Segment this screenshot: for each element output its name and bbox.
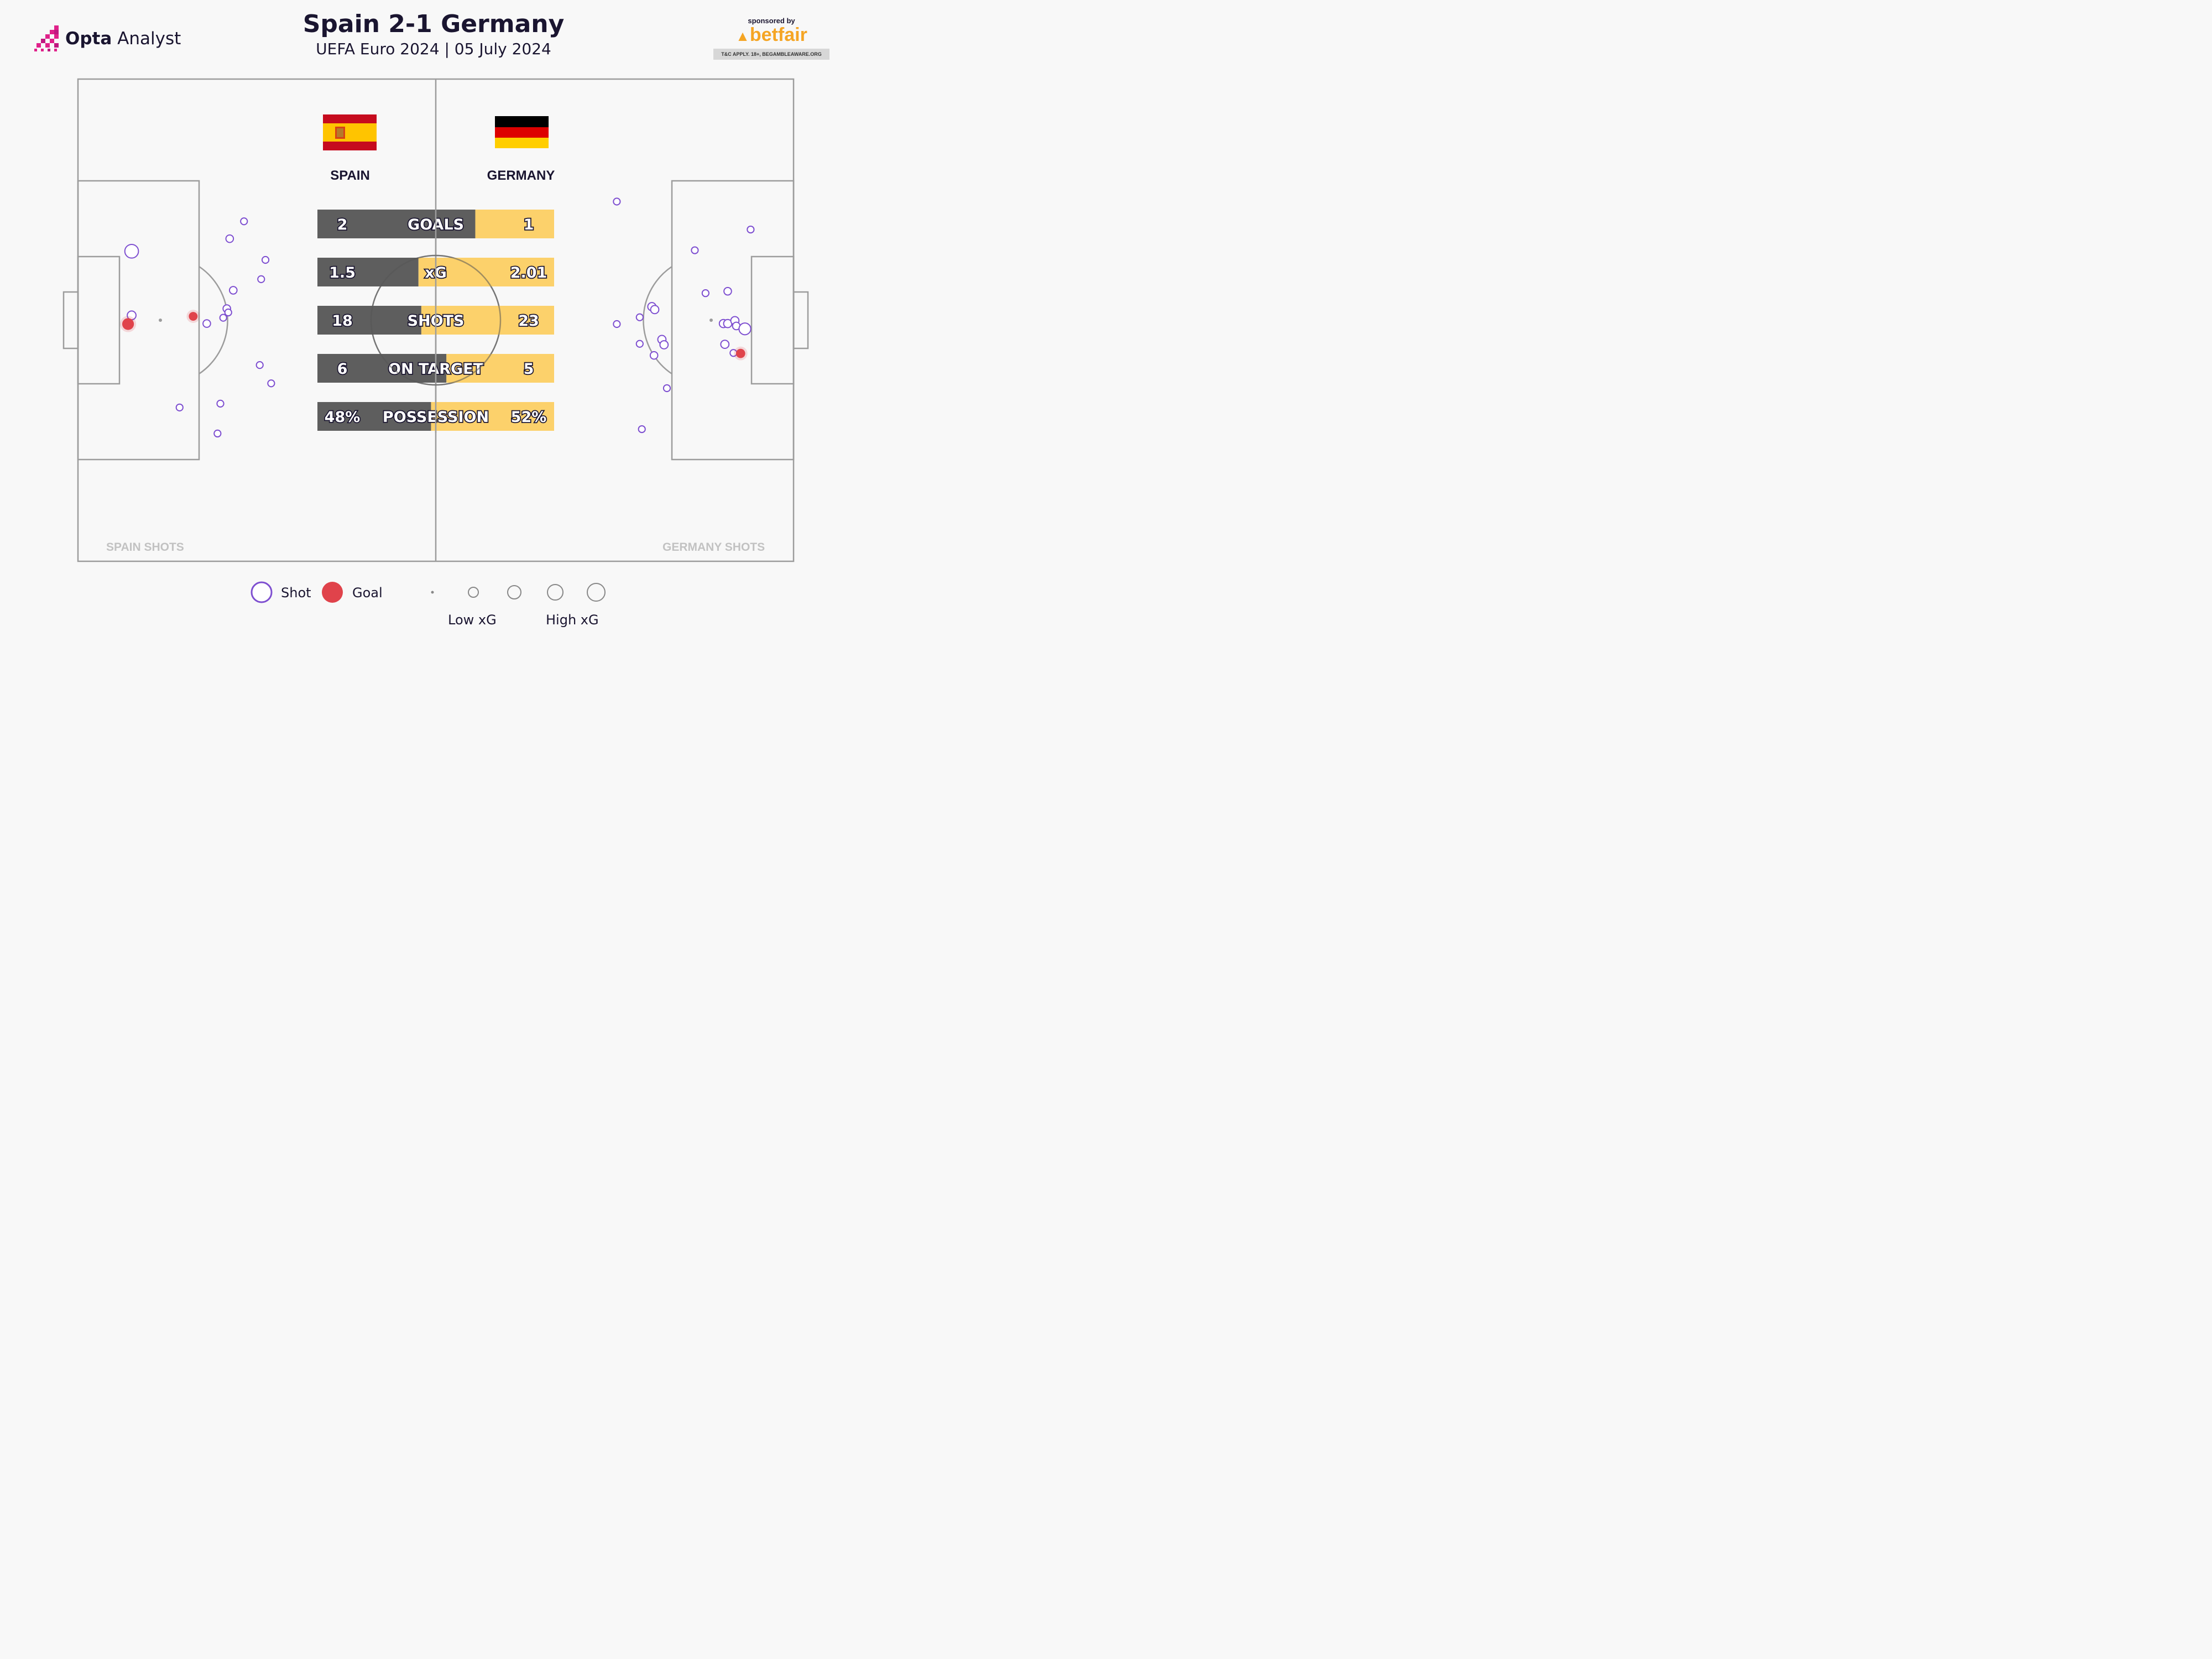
home-stat-bar [317, 354, 447, 383]
home-stat-value: 6 [337, 361, 348, 378]
legend-goal-label: Goal [352, 585, 383, 601]
legend-high-xg-label: High xG [546, 612, 599, 628]
shot-marker [175, 403, 184, 411]
goal-marker [189, 312, 198, 321]
home-stat-bar [317, 210, 476, 238]
stat-row-goals: 2 GOALS 1 [317, 210, 554, 238]
legend-goal-marker [322, 582, 343, 603]
shot-marker [662, 384, 671, 393]
away-stat-value: 2.01 [510, 264, 547, 281]
home-stat-value: 48% [325, 409, 361, 426]
shot-marker [257, 275, 265, 283]
right-six-yard-box [750, 255, 795, 385]
home-stat-bar [317, 402, 431, 431]
left-penalty-box [77, 180, 200, 461]
legend-size-l [547, 584, 564, 601]
sponsor-terms: T&C APPLY. 18+, BEGAMBLEAWARE.ORG [713, 49, 830, 60]
centre-circle-overlay [370, 254, 502, 386]
away-stat-value: 52% [511, 409, 547, 426]
legend-shot-marker [251, 581, 273, 603]
home-shots-label: SPAIN SHOTS [106, 541, 184, 554]
shot-marker [613, 320, 621, 328]
left-six-yard-box [77, 255, 121, 385]
legend [251, 581, 606, 603]
stat-row-shots: 18 SHOTS 23 [317, 306, 554, 335]
left-penalty-spot [159, 319, 162, 322]
opta-analyst-wordmark: Opta Analyst [65, 29, 181, 49]
shot-marker [228, 286, 238, 295]
shot-marker [219, 314, 227, 322]
away-shots [613, 197, 755, 434]
shot-marker [635, 340, 644, 348]
right-goal [792, 291, 809, 349]
shot-marker [267, 379, 275, 388]
home-team-name: SPAIN [330, 168, 370, 183]
betfair-arrow-icon: ▲ [735, 28, 750, 44]
right-penalty-arc [643, 265, 672, 375]
legend-size-m [507, 585, 521, 599]
shot-marker [213, 429, 222, 438]
goal-marker [122, 318, 134, 330]
goal-marker [735, 348, 745, 358]
home-stat-value: 2 [337, 216, 348, 233]
shot-marker [720, 340, 730, 349]
shot-marker [650, 305, 660, 315]
shot-marker [224, 308, 232, 317]
shot-marker [216, 399, 225, 408]
left-goal [62, 291, 79, 349]
legend-shot-label: Shot [281, 585, 311, 601]
shot-marker [225, 234, 234, 243]
shot-marker [635, 313, 644, 321]
sponsor-badge: sponsored by ▲betfair T&C APPLY. 18+, BE… [713, 17, 830, 60]
left-penalty-arc [199, 265, 228, 375]
away-stat-value: 1 [524, 216, 534, 233]
shot-marker [613, 197, 621, 206]
sponsor-caption: sponsored by [748, 17, 795, 25]
shot-marker [649, 351, 659, 360]
legend-low-xg-label: Low xG [448, 612, 497, 628]
away-stat-bar [475, 210, 554, 238]
away-team-name: GERMANY [487, 168, 555, 183]
legend-size-xs [431, 591, 434, 594]
legend-size-s [468, 587, 479, 598]
betfair-logo: ▲betfair [735, 24, 807, 45]
home-stat-bar [317, 306, 421, 335]
shot-marker [240, 217, 248, 226]
home-stat-value: 1.5 [329, 264, 356, 281]
shot-marker [691, 246, 699, 254]
shot-marker [659, 340, 669, 349]
home-stat-value: 18 [332, 312, 353, 330]
home-stat-bar [317, 258, 419, 286]
shot-marker [255, 361, 264, 369]
opta-logo-icon [34, 25, 59, 51]
away-stat-bar [431, 402, 554, 431]
shot-marker [638, 425, 646, 434]
stat-row-xg: 1.5 xG 2.01 [317, 258, 554, 286]
shot-marker [701, 289, 709, 298]
germany-flag [495, 116, 549, 148]
shot-marker [723, 286, 732, 296]
right-penalty-spot [709, 319, 713, 322]
legend-size-xl [587, 583, 606, 602]
page-title: Spain 2-1 Germany [302, 10, 565, 38]
shot-marker [261, 255, 270, 264]
away-stat-bar [418, 258, 554, 286]
shot-marker [738, 322, 752, 336]
away-shots-label: GERMANY SHOTS [662, 541, 765, 554]
shot-marker [124, 243, 139, 259]
shot-marker [747, 225, 755, 234]
shot-marker [202, 319, 211, 328]
away-stat-value: 5 [524, 361, 534, 378]
shots-layer [119, 197, 755, 438]
away-stat-value: 23 [518, 312, 539, 330]
spain-flag [323, 114, 377, 150]
home-shots [119, 217, 275, 438]
away-stat-bar [421, 306, 554, 335]
page-subtitle: UEFA Euro 2024 | 05 July 2024 [316, 40, 551, 58]
